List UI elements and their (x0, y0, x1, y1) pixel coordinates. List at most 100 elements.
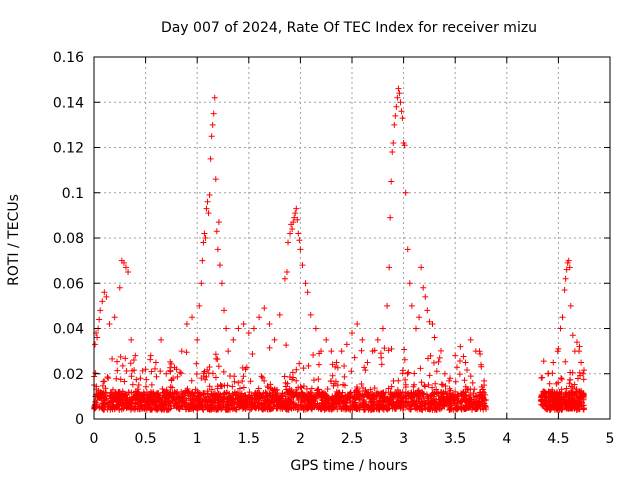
data-point (341, 382, 348, 389)
data-point (389, 405, 396, 412)
data-point (213, 355, 220, 362)
data-point (344, 391, 351, 398)
data-point (295, 401, 302, 408)
data-point (296, 237, 303, 244)
data-point (406, 405, 413, 412)
data-point (97, 307, 104, 314)
data-point (430, 393, 437, 400)
data-point (304, 289, 311, 296)
data-point (368, 405, 375, 412)
data-point (418, 379, 425, 386)
data-point (576, 399, 583, 406)
data-point (426, 406, 433, 413)
data-point (130, 357, 137, 364)
data-point (389, 394, 396, 401)
data-point (581, 405, 588, 412)
data-point (168, 360, 175, 367)
data-point (397, 99, 404, 106)
data-point (385, 385, 392, 392)
data-point (374, 404, 381, 411)
data-point (247, 378, 254, 385)
data-point (547, 392, 554, 399)
data-point (183, 320, 190, 327)
data-point (384, 397, 391, 404)
data-point (155, 394, 162, 401)
y-tick-label: 0.16 (53, 50, 84, 66)
data-point (232, 406, 239, 413)
data-point (202, 402, 209, 409)
data-point (437, 347, 444, 354)
data-point (96, 316, 103, 323)
data-point (207, 155, 214, 162)
data-point (101, 289, 108, 296)
data-point (571, 398, 578, 405)
data-point (433, 402, 440, 409)
data-point (102, 385, 109, 392)
data-point (546, 380, 553, 387)
data-point (311, 404, 318, 411)
data-point (482, 404, 489, 411)
data-point (173, 390, 180, 397)
data-point (212, 176, 219, 183)
data-point (293, 377, 300, 384)
data-point (283, 342, 290, 349)
data-point (123, 368, 130, 375)
data-point (124, 398, 131, 405)
data-point (379, 325, 386, 332)
data-point (312, 325, 319, 332)
data-point (411, 370, 418, 377)
data-point (332, 363, 339, 370)
x-tick-label: 0 (90, 431, 99, 447)
data-point (422, 383, 429, 390)
data-point (442, 383, 449, 390)
data-point (194, 336, 201, 343)
data-point (259, 394, 266, 401)
data-point (329, 372, 336, 379)
data-point (216, 399, 223, 406)
data-point (481, 377, 488, 384)
data-point (166, 406, 173, 413)
data-point (299, 390, 306, 397)
data-point (441, 370, 448, 377)
data-point (133, 376, 140, 383)
data-point (250, 325, 257, 332)
data-point (571, 381, 578, 388)
data-point (418, 388, 425, 395)
data-point (238, 398, 245, 405)
data-point (422, 293, 429, 300)
data-point (353, 383, 360, 390)
data-point (287, 230, 294, 237)
data-point (420, 284, 427, 291)
data-point (217, 381, 224, 388)
data-point (565, 257, 572, 264)
data-point (315, 361, 322, 368)
data-point (151, 396, 158, 403)
data-point (296, 360, 303, 367)
data-point (122, 355, 129, 362)
data-point (393, 390, 400, 397)
data-point (163, 370, 170, 377)
data-point (566, 264, 573, 271)
data-point (388, 383, 395, 390)
data-point (380, 397, 387, 404)
data-point (323, 336, 330, 343)
data-point (433, 368, 440, 375)
data-point (92, 341, 99, 348)
data-point (159, 392, 166, 399)
data-point (580, 396, 587, 403)
data-point (351, 394, 358, 401)
data-point (140, 396, 147, 403)
data-point (543, 406, 550, 413)
data-point (439, 381, 446, 388)
data-point (308, 394, 315, 401)
data-point (465, 404, 472, 411)
data-point (393, 103, 400, 110)
data-point (569, 332, 576, 339)
data-point (135, 382, 142, 389)
data-point (478, 396, 485, 403)
data-point (394, 94, 401, 101)
data-point (453, 405, 460, 412)
data-point (424, 355, 431, 362)
data-point (225, 348, 232, 355)
